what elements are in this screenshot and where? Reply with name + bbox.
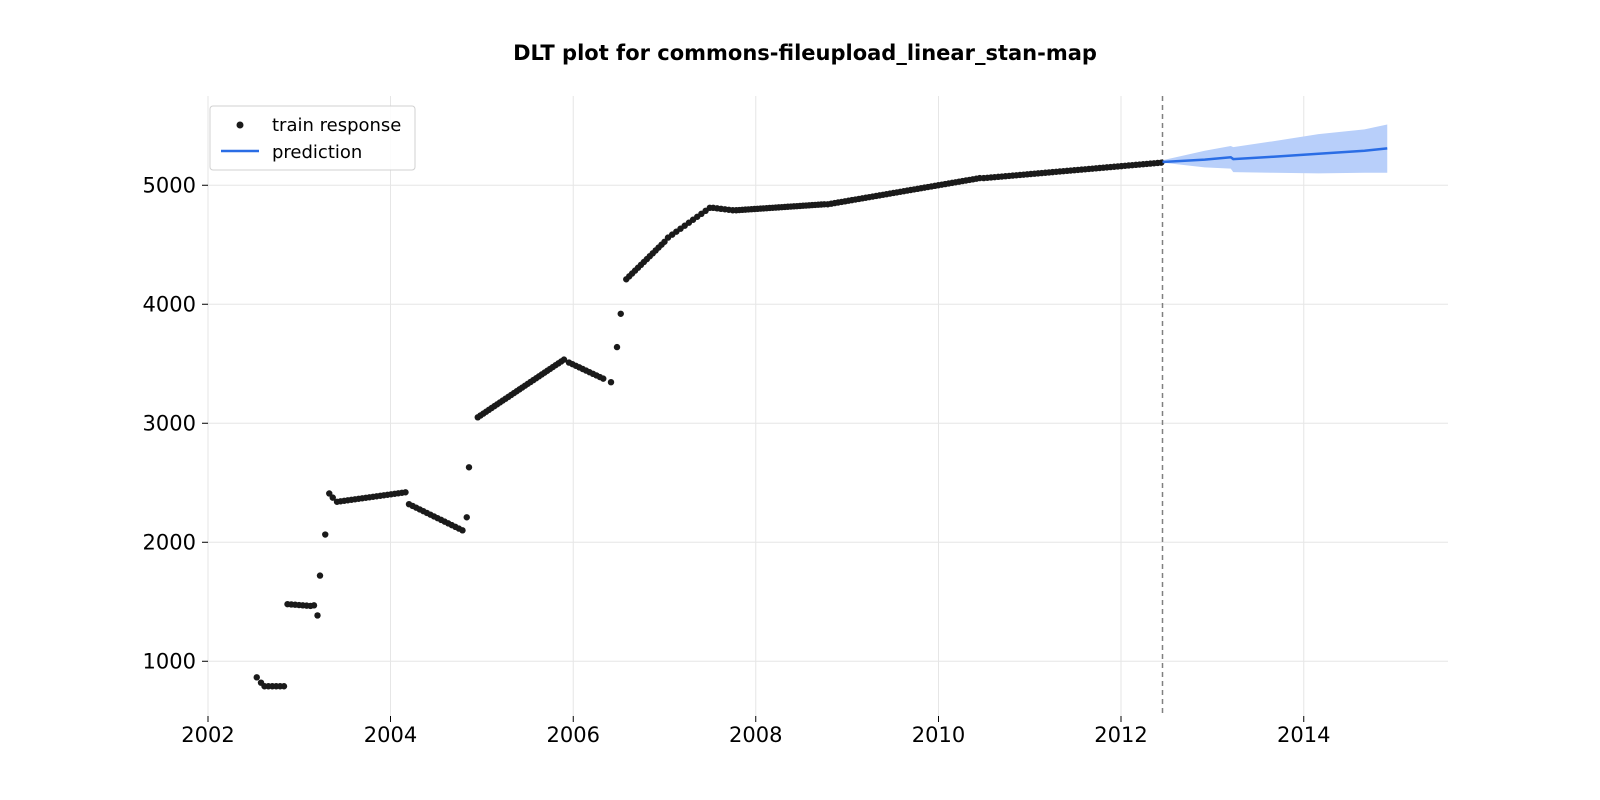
legend-box [209,105,416,171]
train-point [600,375,607,382]
train-point [253,674,260,681]
prediction-line-layer [1162,147,1388,164]
y-tick-label: 4000 [143,292,196,316]
train-point [314,612,321,619]
axis-layer: 2002 2004 2006 2008 2010 2012 2014 1000 2000 3000… [143,173,1331,747]
train-point [459,527,466,534]
chart-title: DLT plot for commons-fileupload_linear_s… [513,41,1097,65]
train-point [316,572,324,579]
train-point [465,464,473,471]
train-point [329,494,336,501]
x-tick-label: 2014 [1277,723,1330,747]
y-tick-label: 1000 [143,649,196,673]
prediction-band [1162,124,1388,174]
x-tick-label: 2012 [1094,723,1147,747]
prediction-band-layer [1162,124,1388,174]
train-point [280,683,288,690]
legend: train response prediction [209,105,416,171]
x-tick-label: 2010 [912,723,965,747]
y-tick-label: 2000 [143,530,196,554]
y-tick-label: 3000 [143,411,196,435]
train-point [310,602,318,609]
train-point [402,489,409,496]
train-point [560,356,568,363]
legend-train-label: train response [272,115,401,136]
train-points-layer [253,159,1165,690]
train-point [322,531,329,538]
train-point [617,310,624,317]
grid-layer [207,96,1448,716]
legend-prediction-label: prediction [272,142,362,163]
x-tick-label: 2002 [181,723,234,747]
x-tick-label: 2006 [547,723,600,747]
x-tick-label: 2008 [729,723,782,747]
prediction-line [1162,147,1388,164]
train-point [607,378,615,386]
train-point [613,343,621,351]
x-tick-label: 2004 [364,723,417,747]
legend-train-marker [236,121,244,129]
train-point [463,514,470,521]
y-tick-label: 5000 [143,173,196,197]
